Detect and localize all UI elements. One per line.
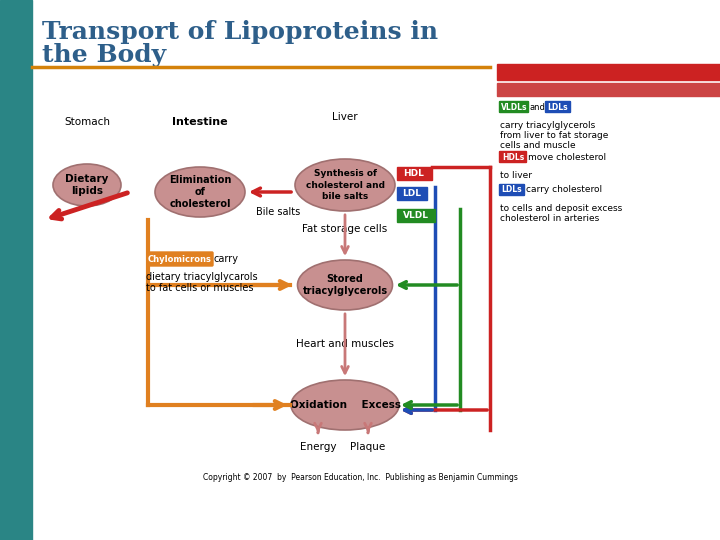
Text: LDL: LDL [402, 190, 421, 199]
Text: carry triacylglycerols: carry triacylglycerols [500, 121, 595, 130]
Text: to fat cells or muscles: to fat cells or muscles [146, 283, 253, 293]
Text: Bile salts: Bile salts [256, 207, 300, 217]
Ellipse shape [53, 164, 121, 206]
Text: Plaque: Plaque [351, 442, 386, 452]
Text: Oxidation    Excess: Oxidation Excess [289, 400, 400, 410]
Text: VLDL: VLDL [403, 212, 429, 220]
Bar [397, 209, 435, 222]
Bar [497, 83, 720, 96]
Text: LDLs: LDLs [548, 103, 568, 111]
Text: Dietary
lipids: Dietary lipids [66, 174, 109, 196]
FancyBboxPatch shape [500, 102, 528, 112]
Text: Synthesis of
cholesterol and
bile salts: Synthesis of cholesterol and bile salts [305, 170, 384, 200]
Text: cells and muscle: cells and muscle [500, 141, 575, 150]
Ellipse shape [297, 260, 392, 310]
Text: move cholesterol: move cholesterol [528, 152, 606, 161]
FancyBboxPatch shape [500, 152, 526, 163]
Text: HDL: HDL [404, 170, 424, 179]
Text: to cells and deposit excess: to cells and deposit excess [500, 204, 622, 213]
Text: and: and [530, 103, 546, 111]
FancyBboxPatch shape [546, 102, 570, 112]
Bar [397, 187, 427, 200]
Text: Chylomicrons: Chylomicrons [148, 254, 212, 264]
Text: from liver to fat storage: from liver to fat storage [500, 131, 608, 140]
Text: the Body: the Body [42, 43, 166, 67]
Bar [497, 64, 720, 80]
Text: Elimination
of
cholesterol: Elimination of cholesterol [168, 174, 231, 210]
Text: Intestine: Intestine [172, 117, 228, 127]
Text: carry: carry [214, 254, 239, 264]
Text: Fat storage cells: Fat storage cells [302, 224, 387, 234]
Text: Liver: Liver [332, 112, 358, 122]
Text: to liver: to liver [500, 171, 532, 180]
Text: HDLs: HDLs [502, 152, 524, 161]
Ellipse shape [291, 380, 399, 430]
Text: cholesterol in arteries: cholesterol in arteries [500, 214, 599, 223]
FancyBboxPatch shape [147, 252, 213, 266]
Bar [0, 0, 32, 540]
Text: Energy: Energy [300, 442, 336, 452]
Text: VLDLs: VLDLs [500, 103, 527, 111]
Bar [397, 167, 432, 180]
Text: Transport of Lipoproteins in: Transport of Lipoproteins in [42, 20, 438, 44]
Text: Heart and muscles: Heart and muscles [296, 339, 394, 349]
Text: Stomach: Stomach [64, 117, 110, 127]
Ellipse shape [295, 159, 395, 211]
Text: Stored
triacylglycerols: Stored triacylglycerols [302, 274, 387, 296]
Text: Copyright © 2007  by  Pearson Education, Inc.  Publishing as Benjamin Cummings: Copyright © 2007 by Pearson Education, I… [202, 474, 518, 483]
FancyBboxPatch shape [500, 185, 524, 195]
Text: carry cholesterol: carry cholesterol [526, 186, 602, 194]
Text: dietary triacylglycarols: dietary triacylglycarols [146, 272, 258, 282]
Ellipse shape [155, 167, 245, 217]
Text: LDLs: LDLs [502, 186, 522, 194]
